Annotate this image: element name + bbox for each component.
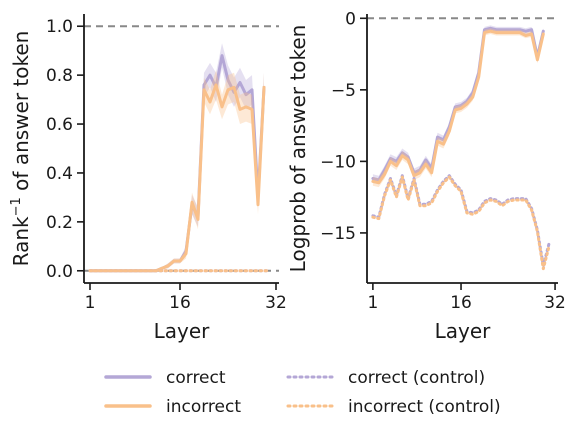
y-tick-label: −5 <box>331 81 356 101</box>
y-tick-label: 0.8 <box>46 66 73 86</box>
legend-label-correct: correct <box>166 368 226 388</box>
legend-label-incorrect: incorrect <box>166 397 241 417</box>
y-axis-title-rest: of answer token <box>9 31 33 198</box>
y-tick-label: 0 <box>345 9 356 29</box>
legend-label-incorrect-control: incorrect (control) <box>348 397 501 417</box>
legend: correct incorrect correct (control) inco… <box>104 368 501 417</box>
rank-panel: 0.0 0.2 0.4 0.6 0.8 1.0 1 16 32 Layer Rank−1 of an… <box>9 14 287 343</box>
band-correct <box>90 43 264 271</box>
y-tick-label: −10 <box>320 152 356 172</box>
y-tick-label: −15 <box>320 224 356 244</box>
x-tick-label: 16 <box>450 293 472 313</box>
x-tick-label: 1 <box>85 293 96 313</box>
legend-label-correct-control: correct (control) <box>348 368 485 388</box>
y-tick-label: 0.6 <box>46 115 73 135</box>
series-line-correct <box>371 26 545 182</box>
logprob-panel: 0 −5 −10 −15 1 16 32 Layer Logprob of answer tok… <box>286 9 566 343</box>
x-tick-label: 32 <box>265 293 287 313</box>
series-line-incorrect <box>371 29 545 185</box>
x-axis-title: Layer <box>154 319 211 343</box>
y-tick-label: 0.0 <box>46 262 73 282</box>
y-axis-title-superscript: −1 <box>9 197 24 216</box>
y-tick-label: 1.0 <box>46 17 73 37</box>
y-axis-title-main: Rank <box>9 216 33 266</box>
y-tick-label: 0.2 <box>46 213 73 233</box>
x-axis-title: Layer <box>435 319 492 343</box>
series-line-incorrect-control <box>371 175 551 271</box>
y-axis-title: Logprob of answer token <box>286 25 310 273</box>
x-tick-label: 16 <box>169 293 191 313</box>
y-tick-label: 0.4 <box>46 164 73 184</box>
y-axis-title: Rank−1 of answer token <box>9 31 33 267</box>
series-line-correct-control <box>371 174 551 268</box>
x-tick-label: 1 <box>367 293 378 313</box>
x-tick-label: 32 <box>544 293 566 313</box>
